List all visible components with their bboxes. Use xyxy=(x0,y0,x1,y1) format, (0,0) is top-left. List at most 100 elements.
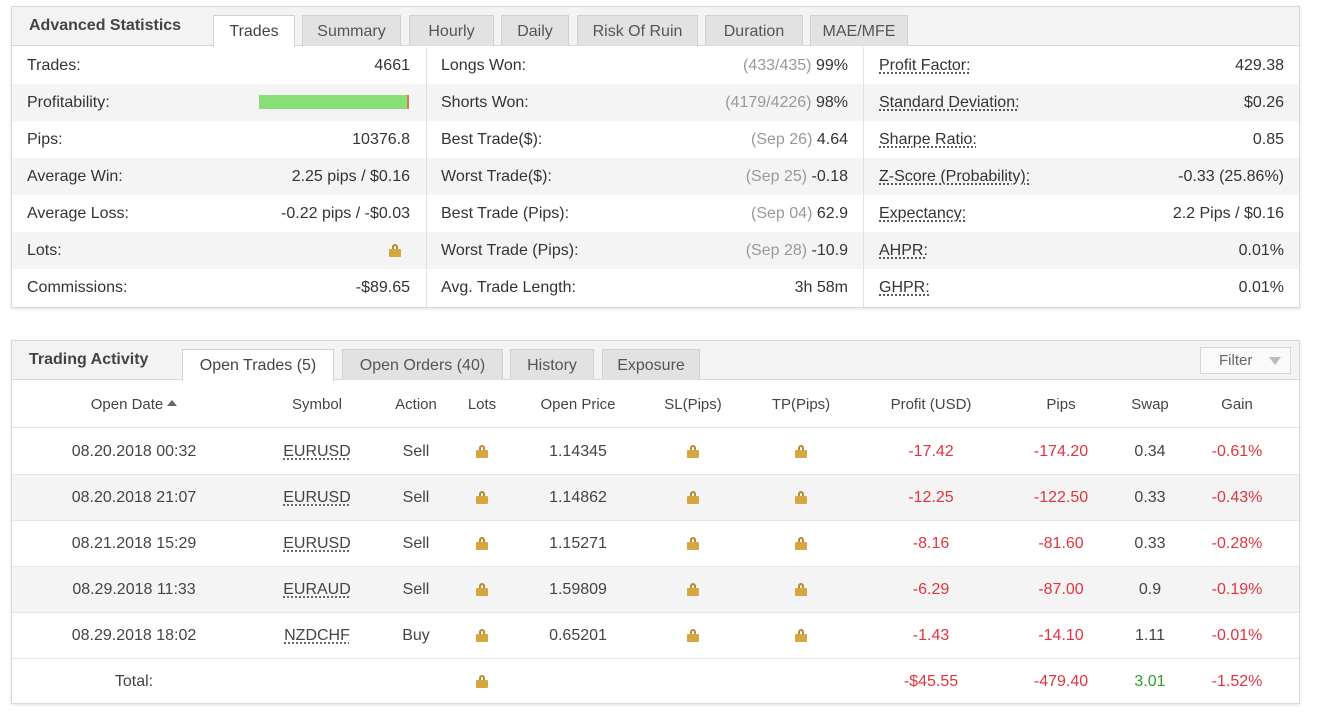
cell-open-price: 1.14345 xyxy=(549,443,607,460)
column-header-open-price[interactable]: Open Price xyxy=(540,396,616,413)
stat-label: Best Trade($): xyxy=(441,131,543,148)
column-header-lots[interactable]: Lots xyxy=(467,396,497,413)
tab-daily[interactable]: Daily xyxy=(501,15,569,46)
cell-symbol[interactable]: EURUSD xyxy=(283,443,351,460)
lock-icon[interactable] xyxy=(452,567,512,613)
lock-icon[interactable] xyxy=(746,475,856,521)
column-header-swap[interactable]: Swap xyxy=(1131,396,1169,413)
stat-label: Profitability: xyxy=(27,94,110,111)
tab-summary[interactable]: Summary xyxy=(302,15,401,46)
lock-icon[interactable] xyxy=(643,475,743,521)
cell-profit: -6.29 xyxy=(912,581,950,598)
lock-icon[interactable] xyxy=(643,429,743,475)
stat-number: 4.64 xyxy=(816,131,848,148)
total-swap: 3.01 xyxy=(1134,673,1166,690)
tab-history[interactable]: History xyxy=(510,349,594,380)
lock-icon[interactable] xyxy=(746,521,856,567)
stat-detail: (4179/4226) xyxy=(725,94,812,111)
stat-label[interactable]: AHPR: xyxy=(879,242,928,259)
lock-icon[interactable] xyxy=(643,613,743,659)
table-row[interactable]: 08.21.2018 15:29 EURUSD Sell 1.15271 -8.… xyxy=(12,521,1299,567)
stat-label: Commissions: xyxy=(27,279,128,296)
table-row[interactable]: 08.29.2018 11:33 EURAUD Sell 1.59809 -6.… xyxy=(12,567,1299,613)
cell-symbol[interactable]: EURUSD xyxy=(283,489,351,506)
column-header-profit[interactable]: Profit (USD) xyxy=(890,396,972,413)
stats-row: Lots: Worst Trade (Pips): (Sep 28) -10.9… xyxy=(12,232,1299,269)
cell-gain: -0.28% xyxy=(1211,535,1263,552)
lock-icon[interactable] xyxy=(452,521,512,567)
lock-icon[interactable] xyxy=(452,613,512,659)
lock-icon[interactable] xyxy=(389,232,401,269)
total-row: Total: -$45.55 -479.40 3.01 -1.52% xyxy=(12,659,1299,705)
tab-risk-of-ruin[interactable]: Risk Of Ruin xyxy=(577,15,698,46)
cell-swap: 0.33 xyxy=(1134,535,1166,552)
total-profit: -$45.55 xyxy=(903,673,959,690)
cell-gain: -0.19% xyxy=(1211,581,1263,598)
lock-icon[interactable] xyxy=(452,659,512,705)
trading-activity-header: Trading Activity Open Trades (5) Open Or… xyxy=(12,341,1299,381)
stat-label[interactable]: Profit Factor: xyxy=(879,57,971,74)
column-header-gain[interactable]: Gain xyxy=(1221,396,1253,413)
tab-mae-mfe[interactable]: MAE/MFE xyxy=(810,15,908,46)
total-label: Total: xyxy=(114,673,154,690)
table-row[interactable]: 08.20.2018 00:32 EURUSD Sell 1.14345 -17… xyxy=(12,429,1299,475)
column-header-tp-pips[interactable]: TP(Pips) xyxy=(771,396,831,413)
stat-value: -$89.65 xyxy=(355,279,410,296)
tab-trades[interactable]: Trades xyxy=(213,15,295,47)
stat-value: 3h 58m xyxy=(795,269,848,306)
cell-profit: -12.25 xyxy=(908,489,954,506)
filter-dropdown[interactable]: Filter xyxy=(1200,347,1291,374)
tab-hourly[interactable]: Hourly xyxy=(409,15,494,46)
stat-label: Worst Trade($): xyxy=(441,168,552,185)
panel-title: Advanced Statistics xyxy=(29,17,182,34)
stat-value: 2.25 pips / $0.16 xyxy=(291,168,410,185)
stat-number: 3h 58m xyxy=(794,279,848,296)
lock-icon[interactable] xyxy=(643,521,743,567)
stat-value: 429.38 xyxy=(1235,57,1284,74)
table-row[interactable]: 08.20.2018 21:07 EURUSD Sell 1.14862 -12… xyxy=(12,475,1299,521)
lock-icon[interactable] xyxy=(452,475,512,521)
cell-open-date: 08.21.2018 15:29 xyxy=(71,535,197,552)
stat-number: -10.9 xyxy=(811,242,848,259)
column-header-open-date[interactable]: Open Date xyxy=(64,381,204,428)
cell-symbol[interactable]: EURAUD xyxy=(283,581,351,598)
stats-row: Average Loss: -0.22 pips / -$0.03 Best T… xyxy=(12,195,1299,232)
tab-open-orders[interactable]: Open Orders (40) xyxy=(342,349,503,380)
lock-icon[interactable] xyxy=(746,429,856,475)
stat-label[interactable]: Standard Deviation: xyxy=(879,94,1020,111)
column-header-action[interactable]: Action xyxy=(395,396,437,413)
cell-pips: -81.60 xyxy=(1038,535,1084,552)
stat-label[interactable]: Z-Score (Probability): xyxy=(879,168,1031,185)
stat-label: Shorts Won: xyxy=(441,94,529,111)
cell-symbol[interactable]: NZDCHF xyxy=(284,627,350,644)
column-header-sl-pips[interactable]: SL(Pips) xyxy=(664,396,722,413)
stat-label[interactable]: Expectancy: xyxy=(879,205,967,222)
column-header-symbol[interactable]: Symbol xyxy=(291,396,343,413)
stat-value: -0.33 (25.86%) xyxy=(1178,168,1284,185)
cell-symbol[interactable]: EURUSD xyxy=(283,535,351,552)
stat-label: Avg. Trade Length: xyxy=(441,279,576,296)
cell-swap: 0.9 xyxy=(1138,581,1162,598)
column-header-pips[interactable]: Pips xyxy=(1046,396,1076,413)
lock-icon[interactable] xyxy=(746,567,856,613)
cell-pips: -87.00 xyxy=(1038,581,1084,598)
tab-exposure[interactable]: Exposure xyxy=(602,349,700,380)
cell-open-price: 1.15271 xyxy=(549,535,607,552)
stat-value: (4179/4226) 98% xyxy=(725,84,848,121)
cell-open-price: 1.59809 xyxy=(549,581,607,598)
stat-label[interactable]: Sharpe Ratio: xyxy=(879,131,977,148)
lock-icon[interactable] xyxy=(452,429,512,475)
cell-open-date: 08.29.2018 11:33 xyxy=(72,581,196,598)
total-gain: -1.52% xyxy=(1211,673,1263,690)
stat-value: (Sep 26) 4.64 xyxy=(751,121,848,158)
cell-open-price: 1.14862 xyxy=(549,489,607,506)
stats-row: Trades: 4661 Longs Won: (433/435) 99% Pr… xyxy=(12,47,1299,84)
table-row[interactable]: 08.29.2018 18:02 NZDCHF Buy 0.65201 -1.4… xyxy=(12,613,1299,659)
tab-open-trades[interactable]: Open Trades (5) xyxy=(182,349,334,381)
tab-duration[interactable]: Duration xyxy=(705,15,803,46)
lock-icon[interactable] xyxy=(746,613,856,659)
stats-row: Pips: 10376.8 Best Trade($): (Sep 26) 4.… xyxy=(12,121,1299,158)
stat-label[interactable]: GHPR: xyxy=(879,279,930,296)
cell-action: Sell xyxy=(402,535,430,552)
lock-icon[interactable] xyxy=(643,567,743,613)
